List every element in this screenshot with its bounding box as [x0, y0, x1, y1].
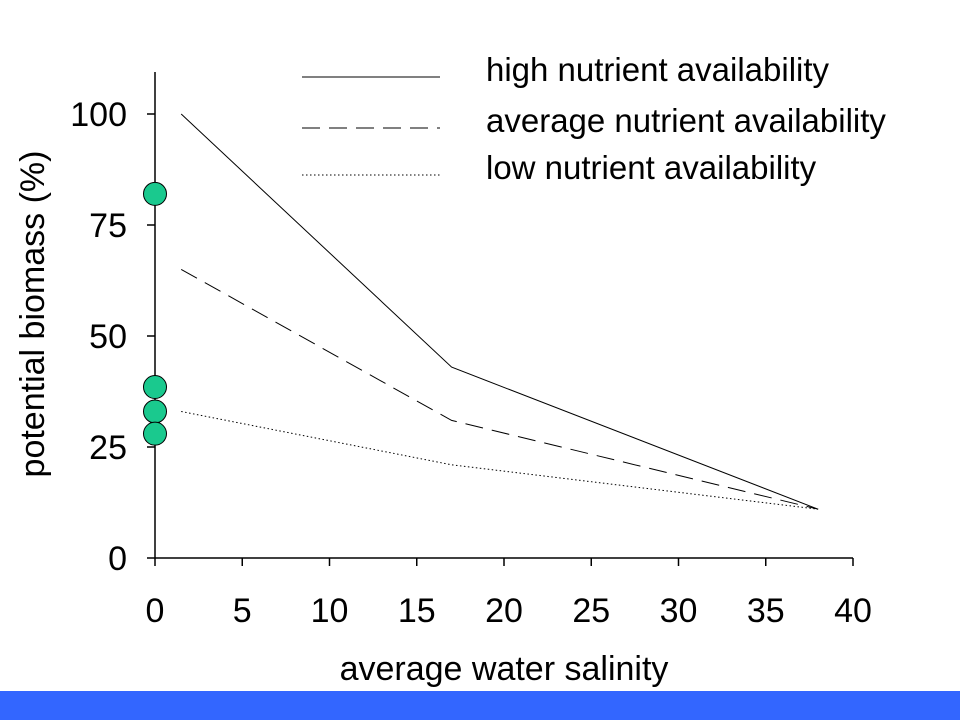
legend-label: average nutrient availability — [486, 102, 886, 139]
marker-layer — [143, 181, 167, 446]
y-tick-label: 0 — [108, 540, 127, 578]
legend-label: high nutrient availability — [486, 51, 830, 88]
x-tick-label: 10 — [311, 592, 349, 630]
data-point-marker — [143, 181, 167, 206]
x-tick-label: 30 — [660, 592, 698, 630]
x-tick-label: 15 — [398, 592, 436, 630]
data-point-marker — [143, 375, 167, 400]
footer-bar — [0, 691, 960, 720]
chart: 0 5 10 15 20 25 30 35 40 0 25 50 75 100 high nutrien… — [14, 51, 886, 688]
y-axis-title: potential biomass (%) — [14, 151, 52, 478]
y-tick-label: 50 — [89, 318, 127, 356]
y-tick-label: 100 — [70, 96, 127, 134]
y-tick-label: 75 — [89, 207, 127, 245]
series-line-solid — [180, 113, 819, 510]
series-line-dotted — [181, 411, 819, 510]
x-ticks: 0 5 10 15 20 25 30 35 40 — [146, 558, 872, 630]
y-ticks: 0 25 50 75 100 — [70, 96, 155, 578]
x-tick-label: 25 — [572, 592, 610, 630]
axes — [154, 72, 853, 559]
series-layer — [180, 113, 819, 510]
data-point-marker — [143, 421, 167, 446]
x-tick-label: 40 — [834, 592, 872, 630]
x-tick-label: 0 — [146, 592, 165, 630]
x-axis-title: average water salinity — [340, 650, 669, 688]
x-tick-label: 35 — [747, 592, 785, 630]
legend: high nutrient availability average nutrie… — [302, 51, 886, 186]
legend-label: low nutrient availability — [486, 149, 817, 186]
data-point-marker — [143, 399, 167, 424]
x-tick-label: 20 — [485, 592, 523, 630]
y-tick-label: 25 — [89, 429, 127, 467]
x-tick-label: 5 — [233, 592, 252, 630]
series-line-dashed — [180, 268, 819, 510]
